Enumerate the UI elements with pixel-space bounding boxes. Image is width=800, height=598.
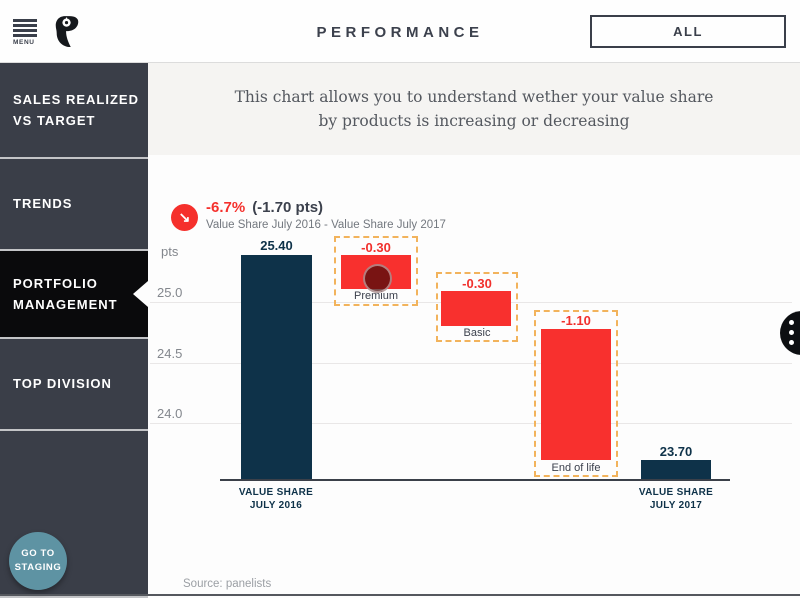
chart-description: This chart allows you to understand weth… bbox=[234, 87, 714, 130]
gridline-24-5 bbox=[150, 363, 792, 364]
menu-label: MENU bbox=[13, 39, 35, 47]
toucan-logo-icon bbox=[55, 16, 79, 47]
hamburger-icon bbox=[13, 19, 37, 22]
sidebar-item-empty bbox=[0, 431, 148, 598]
bottom-divider bbox=[0, 594, 800, 596]
bar-end-of-life[interactable] bbox=[541, 329, 611, 460]
basic-highlight-box bbox=[436, 272, 518, 342]
more-options-button[interactable] bbox=[780, 311, 800, 355]
kebab-icon bbox=[789, 320, 794, 325]
sidebar-item-sales-realized[interactable]: SALES REALIZED VS TARGET bbox=[0, 63, 148, 159]
end-of-life-highlight-box bbox=[534, 310, 618, 477]
active-item-arrow-icon bbox=[133, 281, 148, 307]
bar-value-premium: -0.30 bbox=[361, 240, 391, 255]
y-tick-24: 24.0 bbox=[157, 406, 183, 421]
label-premium: Premium bbox=[353, 290, 398, 302]
y-tick-25: 25.0 bbox=[157, 285, 183, 300]
subtitle-band: This chart allows you to understand weth… bbox=[148, 63, 800, 155]
y-tick-24-5: 24.5 bbox=[157, 346, 183, 361]
bar-value-2017: 23.70 bbox=[659, 444, 693, 459]
gridline-24 bbox=[150, 423, 792, 424]
cursor-indicator bbox=[363, 264, 392, 293]
premium-highlight-box bbox=[334, 236, 418, 306]
x-axis-line bbox=[220, 479, 730, 481]
annotation-headline: -6.7% (-1.70 pts) bbox=[206, 199, 323, 216]
page-title: PERFORMANCE bbox=[316, 24, 484, 41]
bar-value-2016: 25.40 bbox=[260, 238, 293, 253]
y-axis-unit: pts bbox=[161, 244, 179, 259]
source-caption: Source: panelists bbox=[183, 578, 272, 590]
sidebar: SALES REALIZED VS TARGET TRENDS PORTFOLI… bbox=[0, 63, 148, 598]
decrease-arrow-badge: ↘ bbox=[171, 204, 198, 231]
header-bar: MENU PERFORMANCE ALL bbox=[0, 0, 800, 63]
annotation-caption: Value Share July 2016 - Value Share July… bbox=[206, 219, 446, 231]
sidebar-item-top-division[interactable]: TOP DIVISION bbox=[0, 339, 148, 431]
bar-value-share-2017[interactable] bbox=[641, 460, 711, 480]
x-label-2016: VALUE SHARE JULY 2016 bbox=[238, 487, 314, 511]
menu-button[interactable]: MENU bbox=[13, 19, 39, 49]
arrow-down-right-icon: ↘ bbox=[178, 209, 191, 225]
annotation-percent: -6.7% bbox=[206, 199, 246, 216]
bar-value-end-of-life: -1.10 bbox=[561, 313, 591, 328]
sidebar-item-portfolio-management[interactable]: PORTFOLIO MANAGEMENT bbox=[0, 251, 148, 339]
sidebar-item-trends[interactable]: TRENDS bbox=[0, 159, 148, 251]
bar-value-share-2016[interactable] bbox=[241, 255, 312, 480]
bar-value-basic: -0.30 bbox=[462, 276, 492, 291]
label-basic: Basic bbox=[463, 327, 491, 339]
x-label-2017: VALUE SHARE JULY 2017 bbox=[638, 487, 714, 511]
all-button-label: ALL bbox=[673, 24, 703, 39]
go-to-staging-button[interactable]: GO TO STAGING bbox=[9, 532, 67, 590]
label-end-of-life: End of life bbox=[551, 462, 601, 474]
annotation-delta: (-1.70 pts) bbox=[252, 199, 324, 216]
bar-basic[interactable] bbox=[441, 291, 511, 326]
all-filter-button[interactable]: ALL bbox=[590, 15, 786, 48]
